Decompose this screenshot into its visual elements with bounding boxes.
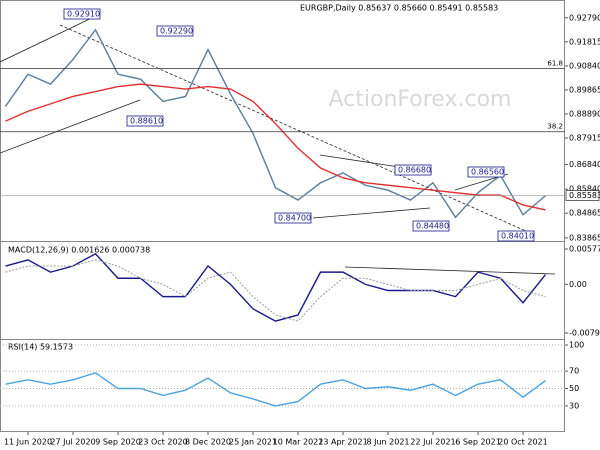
- y-tick-label: 0.90840: [569, 61, 600, 70]
- annotation-box: [156, 25, 194, 37]
- last-price-label: 0.85583: [569, 191, 600, 200]
- series-line: [5, 252, 547, 322]
- annotation-box: [394, 164, 432, 176]
- x-tick-label: 23 Apr 2021: [318, 438, 367, 447]
- y-tick-label: 0.00: [569, 280, 587, 289]
- annotation: 0.84700: [278, 214, 311, 223]
- x-tick-label: 9 Sep 2020: [95, 438, 141, 447]
- y-tick-label: 100: [569, 341, 584, 350]
- frame: [0, 0, 565, 432]
- x-tick-label: 25 Jan 2021: [229, 438, 277, 447]
- channel-line: [0, 13, 101, 63]
- annotation: 0.92910: [67, 10, 100, 19]
- annotation: 0.88610: [130, 117, 163, 126]
- y-tick-label: -0.007941: [569, 328, 600, 337]
- series-line: [5, 83, 546, 211]
- annotation-box: [126, 115, 164, 127]
- annotation: 0.84010: [501, 232, 534, 241]
- series-line: [5, 372, 546, 407]
- x-tick-label: 20 Oct 2021: [498, 438, 547, 447]
- x-tick-label: 6 Sep 2021: [455, 438, 501, 447]
- y-tick-label: 0.91815: [569, 37, 600, 46]
- trend-line: [344, 266, 556, 275]
- annotation-box: [467, 166, 505, 178]
- y-tick-label: 0.86840: [569, 160, 600, 169]
- y-tick-label: 0.85840: [569, 185, 600, 194]
- y-tick-label: 50: [569, 384, 579, 393]
- y-tick-label: 0.88890: [569, 109, 600, 118]
- annotation-box: [274, 212, 312, 224]
- panel-title: RSI(14) 59.1573: [8, 343, 73, 352]
- annotation: 0.84480: [416, 222, 449, 231]
- series-line: [4, 28, 546, 219]
- series-line: [5, 259, 546, 322]
- last-price-box: [565, 190, 600, 201]
- x-tick-label: 10 Mar 2021: [273, 438, 324, 447]
- y-tick-label: 0.87915: [569, 134, 600, 143]
- x-tick-label: 27 Jul 2020: [50, 438, 95, 447]
- y-tick-label: 0.84865: [569, 209, 600, 218]
- x-tick-label: 11 Jun 2020: [4, 438, 52, 447]
- annotation-box: [63, 8, 101, 20]
- level-label: 38.2: [547, 123, 563, 131]
- chart-title: EURGBP,Daily 0.85637 0.85660 0.85491 0.8…: [300, 4, 498, 13]
- trend-line: [59, 24, 536, 236]
- y-tick-label: 0.83865: [569, 233, 600, 242]
- x-tick-label: 22 Jul 2021: [410, 438, 455, 447]
- y-tick-label: 30: [569, 401, 579, 410]
- panel-title: MACD(12,26,9) 0.001626 0.000738: [8, 246, 150, 255]
- x-tick-label: 8 Dec 2020: [185, 438, 231, 447]
- trend-line: [312, 207, 431, 219]
- level-label: 61.8: [547, 59, 563, 67]
- watermark: ActionForex.com: [329, 87, 512, 112]
- annotation: 0.86560: [471, 168, 504, 177]
- x-tick-label: 23 Oct 2020: [138, 438, 187, 447]
- channel-line: [0, 99, 141, 154]
- x-tick-label: 8 Jun 2021: [366, 438, 409, 447]
- annotation-box: [412, 220, 450, 232]
- annotation: 0.92290: [160, 27, 193, 36]
- y-tick-label: 0.89865: [569, 85, 600, 94]
- annotation-box: [497, 230, 535, 242]
- y-tick-label: 0.92790: [569, 13, 600, 22]
- trend-lines: [0, 13, 556, 275]
- y-tick-label: 70: [569, 367, 579, 376]
- y-tick-label: 0.005779: [569, 245, 600, 254]
- annotation: 0.86680: [398, 166, 431, 175]
